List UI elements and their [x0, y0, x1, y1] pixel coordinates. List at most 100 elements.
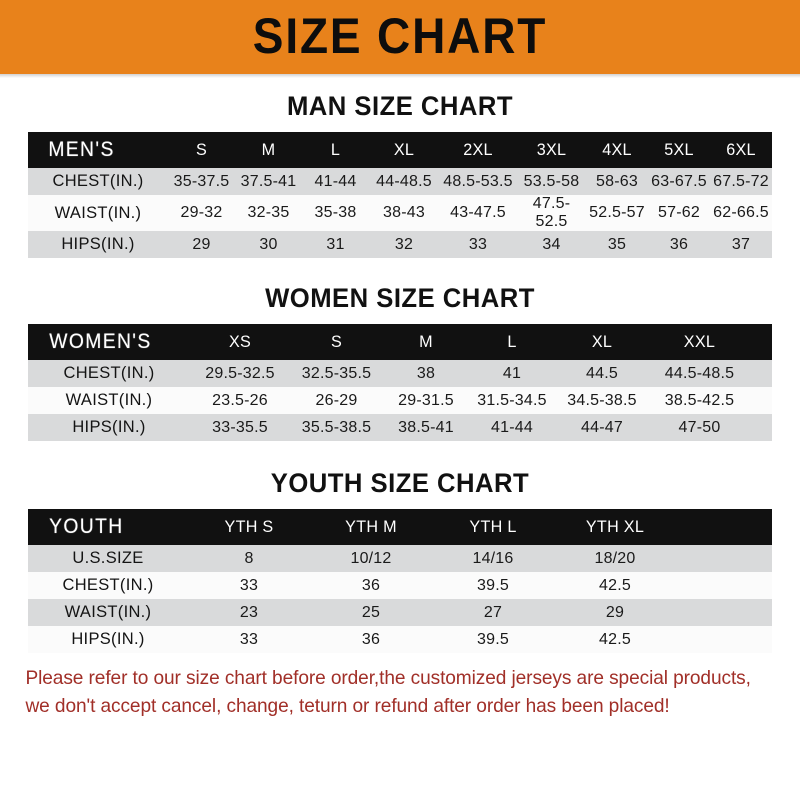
- men-col-3xl: 3XL: [536, 140, 567, 159]
- women-chest-s: 32.5-35.5: [301, 364, 372, 382]
- youth-row-label-ussize: U.S.SIZE: [72, 549, 144, 567]
- women-waist-s: 26-29: [315, 391, 358, 409]
- men-hips-l: 31: [326, 235, 345, 253]
- men-hips-2xl: 33: [468, 235, 488, 253]
- men-waist-s: 29-32: [180, 204, 223, 221]
- youth-header-row: YOUTH YTH S YTH M YTH L YTH XL: [28, 509, 772, 545]
- youth-header-spacer: [678, 509, 769, 545]
- women-table-body: CHEST(IN.) 29.5-32.5 32.5-35.5 38 41 44.…: [28, 360, 772, 441]
- men-section-title: MAN SIZE CHART: [286, 91, 514, 121]
- men-chest-5xl: 63-67.5: [651, 172, 707, 190]
- youth-hips-m: 36: [361, 630, 381, 648]
- women-header-row: WOMEN'S XS S M L XL XXL: [28, 324, 772, 360]
- women-hips-xs: 33-35.5: [212, 418, 268, 436]
- youth-ussize-xl: 18/20: [594, 549, 636, 567]
- men-waist-4xl: 52.5-57: [589, 204, 645, 221]
- men-hips-m: 30: [259, 235, 278, 253]
- men-hips-6xl: 37: [731, 235, 751, 253]
- men-hips-5xl: 36: [669, 235, 689, 253]
- women-row-spacer: [750, 414, 772, 441]
- women-col-s: S: [330, 332, 343, 351]
- men-waist-2xl: 43-47.5: [450, 204, 506, 221]
- men-col-4xl: 4XL: [602, 140, 632, 159]
- men-col-2xl: 2XL: [463, 140, 493, 159]
- women-row-spacer: [750, 387, 772, 414]
- men-row-label-waist: WAIST(IN.): [54, 203, 142, 222]
- men-waist-6xl: 62-66.5: [713, 204, 769, 221]
- youth-corner-label: YOUTH: [49, 515, 124, 538]
- youth-waist-s: 23: [239, 603, 259, 621]
- return-policy-line-1: Please refer to our size chart before or…: [25, 667, 751, 689]
- women-hips-xl: 44-47: [581, 418, 623, 436]
- youth-size-table: YOUTH YTH S YTH M YTH L YTH XL U.S.SIZE …: [28, 509, 772, 653]
- table-row: WAIST(IN.) 23 25 27 29: [28, 599, 772, 626]
- men-chest-xl: 44-48.5: [376, 172, 432, 190]
- youth-section-title: YOUTH SIZE CHART: [270, 468, 530, 498]
- youth-chest-s: 33: [239, 576, 259, 594]
- men-table-body: CHEST(IN.) 35-37.5 37.5-41 41-44 44-48.5…: [28, 168, 772, 258]
- women-table-header: WOMEN'S XS S M L XL XXL: [28, 324, 772, 360]
- banner-shadow: [0, 74, 800, 78]
- youth-size-section: YOUTH SIZE CHART YOUTH YTH S YTH M YTH L…: [0, 455, 800, 653]
- men-waist-m: 32-35: [247, 204, 290, 221]
- women-col-xxl: XXL: [683, 332, 716, 351]
- men-hips-3xl: 34: [542, 235, 561, 253]
- table-row: WAIST(IN.) 29-32 32-35 35-38 38-43 43-47…: [28, 195, 772, 231]
- youth-col-m: YTH M: [345, 517, 397, 536]
- women-row-label-hips: HIPS(IN.): [72, 418, 146, 436]
- women-row-label-waist: WAIST(IN.): [65, 391, 153, 409]
- women-chest-l: 41: [502, 364, 522, 382]
- men-col-m: M: [261, 140, 276, 159]
- men-corner-label: MEN'S: [48, 138, 115, 161]
- table-row: WAIST(IN.) 23.5-26 26-29 29-31.5 31.5-34…: [28, 387, 772, 414]
- men-col-xl: XL: [393, 140, 415, 159]
- women-col-l: L: [507, 332, 517, 351]
- youth-row-label-waist: WAIST(IN.): [64, 603, 152, 621]
- men-chest-m: 37.5-41: [240, 172, 297, 190]
- youth-ussize-l: 14/16: [472, 549, 514, 567]
- youth-row-spacer: [676, 572, 772, 599]
- youth-row-spacer: [676, 626, 772, 653]
- men-chest-s: 35-37.5: [173, 172, 230, 190]
- return-policy-line-2: we don't accept cancel, change, teturn o…: [25, 694, 670, 717]
- table-row: CHEST(IN.) 35-37.5 37.5-41 41-44 44-48.5…: [28, 168, 772, 195]
- men-hips-xl: 32: [394, 235, 414, 253]
- youth-table-header: YOUTH YTH S YTH M YTH L YTH XL: [28, 509, 772, 545]
- women-waist-xl: 34.5-38.5: [567, 391, 637, 409]
- youth-waist-xl: 29: [605, 603, 625, 621]
- youth-ussize-m: 10/12: [350, 549, 392, 567]
- men-header-row: MEN'S S M L XL 2XL 3XL 4XL 5XL 6XL: [28, 132, 772, 168]
- women-waist-m: 29-31.5: [398, 391, 454, 409]
- table-row: HIPS(IN.) 33 36 39.5 42.5: [28, 626, 772, 653]
- women-size-section: WOMEN SIZE CHART WOMEN'S XS S M L XL XXL…: [0, 270, 800, 441]
- women-chest-xl: 44.5: [586, 364, 618, 382]
- men-waist-l: 35-38: [314, 204, 357, 221]
- youth-col-s: YTH S: [224, 517, 274, 536]
- youth-table-body: U.S.SIZE 8 10/12 14/16 18/20 CHEST(IN.) …: [28, 545, 772, 653]
- men-size-section: MAN SIZE CHART MEN'S S M L XL 2XL 3XL 4X…: [0, 78, 800, 258]
- table-row: CHEST(IN.) 33 36 39.5 42.5: [28, 572, 772, 599]
- women-row-spacer: [750, 360, 772, 387]
- women-hips-xxl: 47-50: [678, 418, 721, 436]
- men-size-table: MEN'S S M L XL 2XL 3XL 4XL 5XL 6XL CHEST…: [28, 132, 772, 258]
- youth-col-l: YTH L: [469, 517, 517, 536]
- table-row: HIPS(IN.) 29 30 31 32 33 34 35 36 37: [28, 231, 772, 258]
- youth-hips-l: 39.5: [477, 630, 509, 648]
- men-hips-s: 29: [192, 235, 211, 253]
- return-policy-note: Please refer to our size chart before or…: [0, 653, 784, 720]
- men-waist-5xl: 57-62: [658, 204, 700, 221]
- men-hips-4xl: 35: [607, 235, 627, 253]
- women-waist-xs: 23.5-26: [212, 391, 268, 409]
- page-banner: SIZE CHART: [0, 0, 800, 78]
- youth-waist-m: 25: [361, 603, 381, 621]
- women-waist-l: 31.5-34.5: [477, 391, 547, 409]
- table-row: U.S.SIZE 8 10/12 14/16 18/20: [28, 545, 772, 572]
- men-col-l: L: [330, 140, 341, 159]
- women-col-xl: XL: [591, 332, 613, 351]
- men-chest-l: 41-44: [314, 172, 357, 190]
- women-hips-l: 41-44: [491, 418, 533, 436]
- youth-chest-xl: 42.5: [599, 576, 631, 594]
- men-col-5xl: 5XL: [664, 140, 694, 159]
- youth-chest-l: 39.5: [477, 576, 509, 594]
- women-chest-xxl: 44.5-48.5: [664, 364, 735, 382]
